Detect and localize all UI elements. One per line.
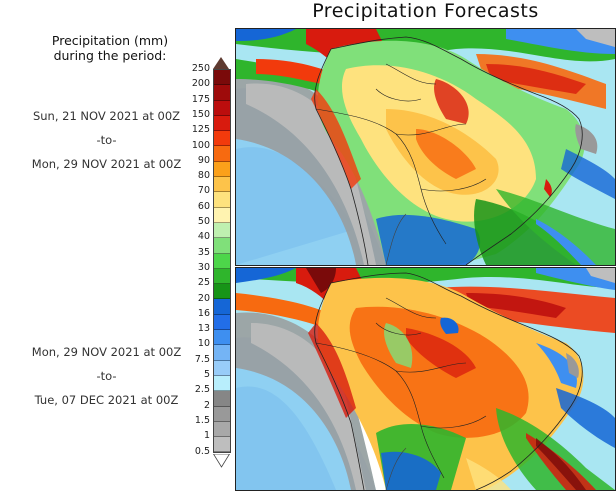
colorbar-cell	[214, 314, 230, 331]
colorbar-cell	[214, 299, 230, 315]
colorbar-cells	[213, 69, 231, 454]
map-panel-top	[235, 28, 616, 266]
colorbar-cell	[214, 115, 230, 132]
colorbar-tick-label: 30	[197, 261, 210, 273]
colorbar-tick-label: 10	[197, 338, 210, 350]
legend-heading-line2: during the period:	[53, 48, 167, 63]
period-start: Sun, 21 NOV 2021 at 00Z	[32, 109, 181, 123]
colorbar-tick-label: 175	[191, 93, 210, 105]
colorbar-tick-label: 1.5	[194, 414, 210, 426]
colorbar-cell	[214, 146, 230, 162]
colorbar-tick-label: 35	[197, 246, 210, 258]
colorbar-tick-label: 2	[203, 399, 210, 411]
legend-heading-line1: Precipitation (mm)	[51, 33, 169, 48]
colorbar-cell	[214, 345, 230, 361]
colorbar-tick-label: 70	[197, 185, 210, 197]
colorbar-cell	[214, 207, 230, 223]
colorbar-tick-label: 2.5	[194, 384, 210, 396]
legend-heading: Precipitation (mm) during the period:	[20, 33, 200, 63]
colorbar-under-arrow	[212, 454, 231, 469]
colorbar-cell	[214, 192, 230, 208]
colorbar-tick-label: 7.5	[194, 353, 210, 365]
period-label-bottom: Mon, 29 NOV 2021 at 00Z -to- Tue, 07 DEC…	[14, 340, 199, 412]
colorbar-tick-label: 90	[197, 154, 210, 166]
period-separator: -to-	[96, 133, 117, 147]
colorbar-cell	[214, 330, 230, 346]
colorbar-cell	[214, 391, 230, 407]
colorbar-cell	[214, 284, 230, 300]
chart-title: Precipitation Forecasts	[312, 0, 539, 22]
colorbar-tick-label: 60	[197, 200, 210, 212]
colorbar-tick-label: 13	[197, 323, 210, 335]
colorbar-tick-label: 80	[197, 170, 210, 182]
colorbar-tick-label: 0.5	[194, 445, 210, 457]
period-start: Mon, 29 NOV 2021 at 00Z	[31, 345, 182, 359]
colorbar-tick-label: 50	[197, 216, 210, 227]
colorbar-cell	[214, 131, 230, 147]
period-end: Mon, 29 NOV 2021 at 00Z	[31, 157, 182, 171]
colorbar-tick-label: 200	[191, 78, 210, 90]
colorbar-cell	[214, 253, 230, 269]
colorbar-cell	[214, 360, 230, 376]
colorbar-cell	[214, 375, 230, 392]
colorbar-cell	[214, 238, 230, 254]
colorbar-cell	[214, 222, 230, 239]
colorbar-over-arrow	[213, 57, 229, 69]
colorbar-cell	[214, 437, 230, 453]
precip-map-top	[236, 29, 615, 265]
colorbar-tick-label: 1	[203, 430, 210, 442]
colorbar-tick-label: 150	[191, 108, 210, 120]
precip-map-bottom	[236, 268, 615, 490]
colorbar-cell	[214, 85, 230, 101]
colorbar-cell	[214, 161, 230, 178]
colorbar-tick-label: 20	[197, 292, 210, 304]
colorbar-tick-label: 250	[191, 63, 210, 74]
colorbar	[212, 57, 231, 472]
period-separator: -to-	[96, 369, 117, 383]
colorbar-tick-label: 100	[191, 139, 210, 151]
map-panel-bottom	[235, 267, 616, 491]
colorbar-cell	[214, 70, 230, 86]
colorbar-cell	[214, 268, 230, 285]
period-end: Tue, 07 DEC 2021 at 00Z	[34, 393, 179, 407]
colorbar-tick-label: 25	[197, 277, 210, 289]
colorbar-tick-label: 40	[197, 231, 210, 243]
colorbar-cell	[214, 406, 230, 422]
colorbar-cell	[214, 177, 230, 193]
colorbar-cell	[214, 421, 230, 438]
colorbar-cell	[214, 100, 230, 116]
period-label-top: Sun, 21 NOV 2021 at 00Z -to- Mon, 29 NOV…	[14, 104, 199, 176]
colorbar-tick-label: 125	[191, 124, 210, 136]
colorbar-tick-label: 5	[203, 369, 210, 380]
colorbar-tick-label: 16	[197, 307, 210, 319]
